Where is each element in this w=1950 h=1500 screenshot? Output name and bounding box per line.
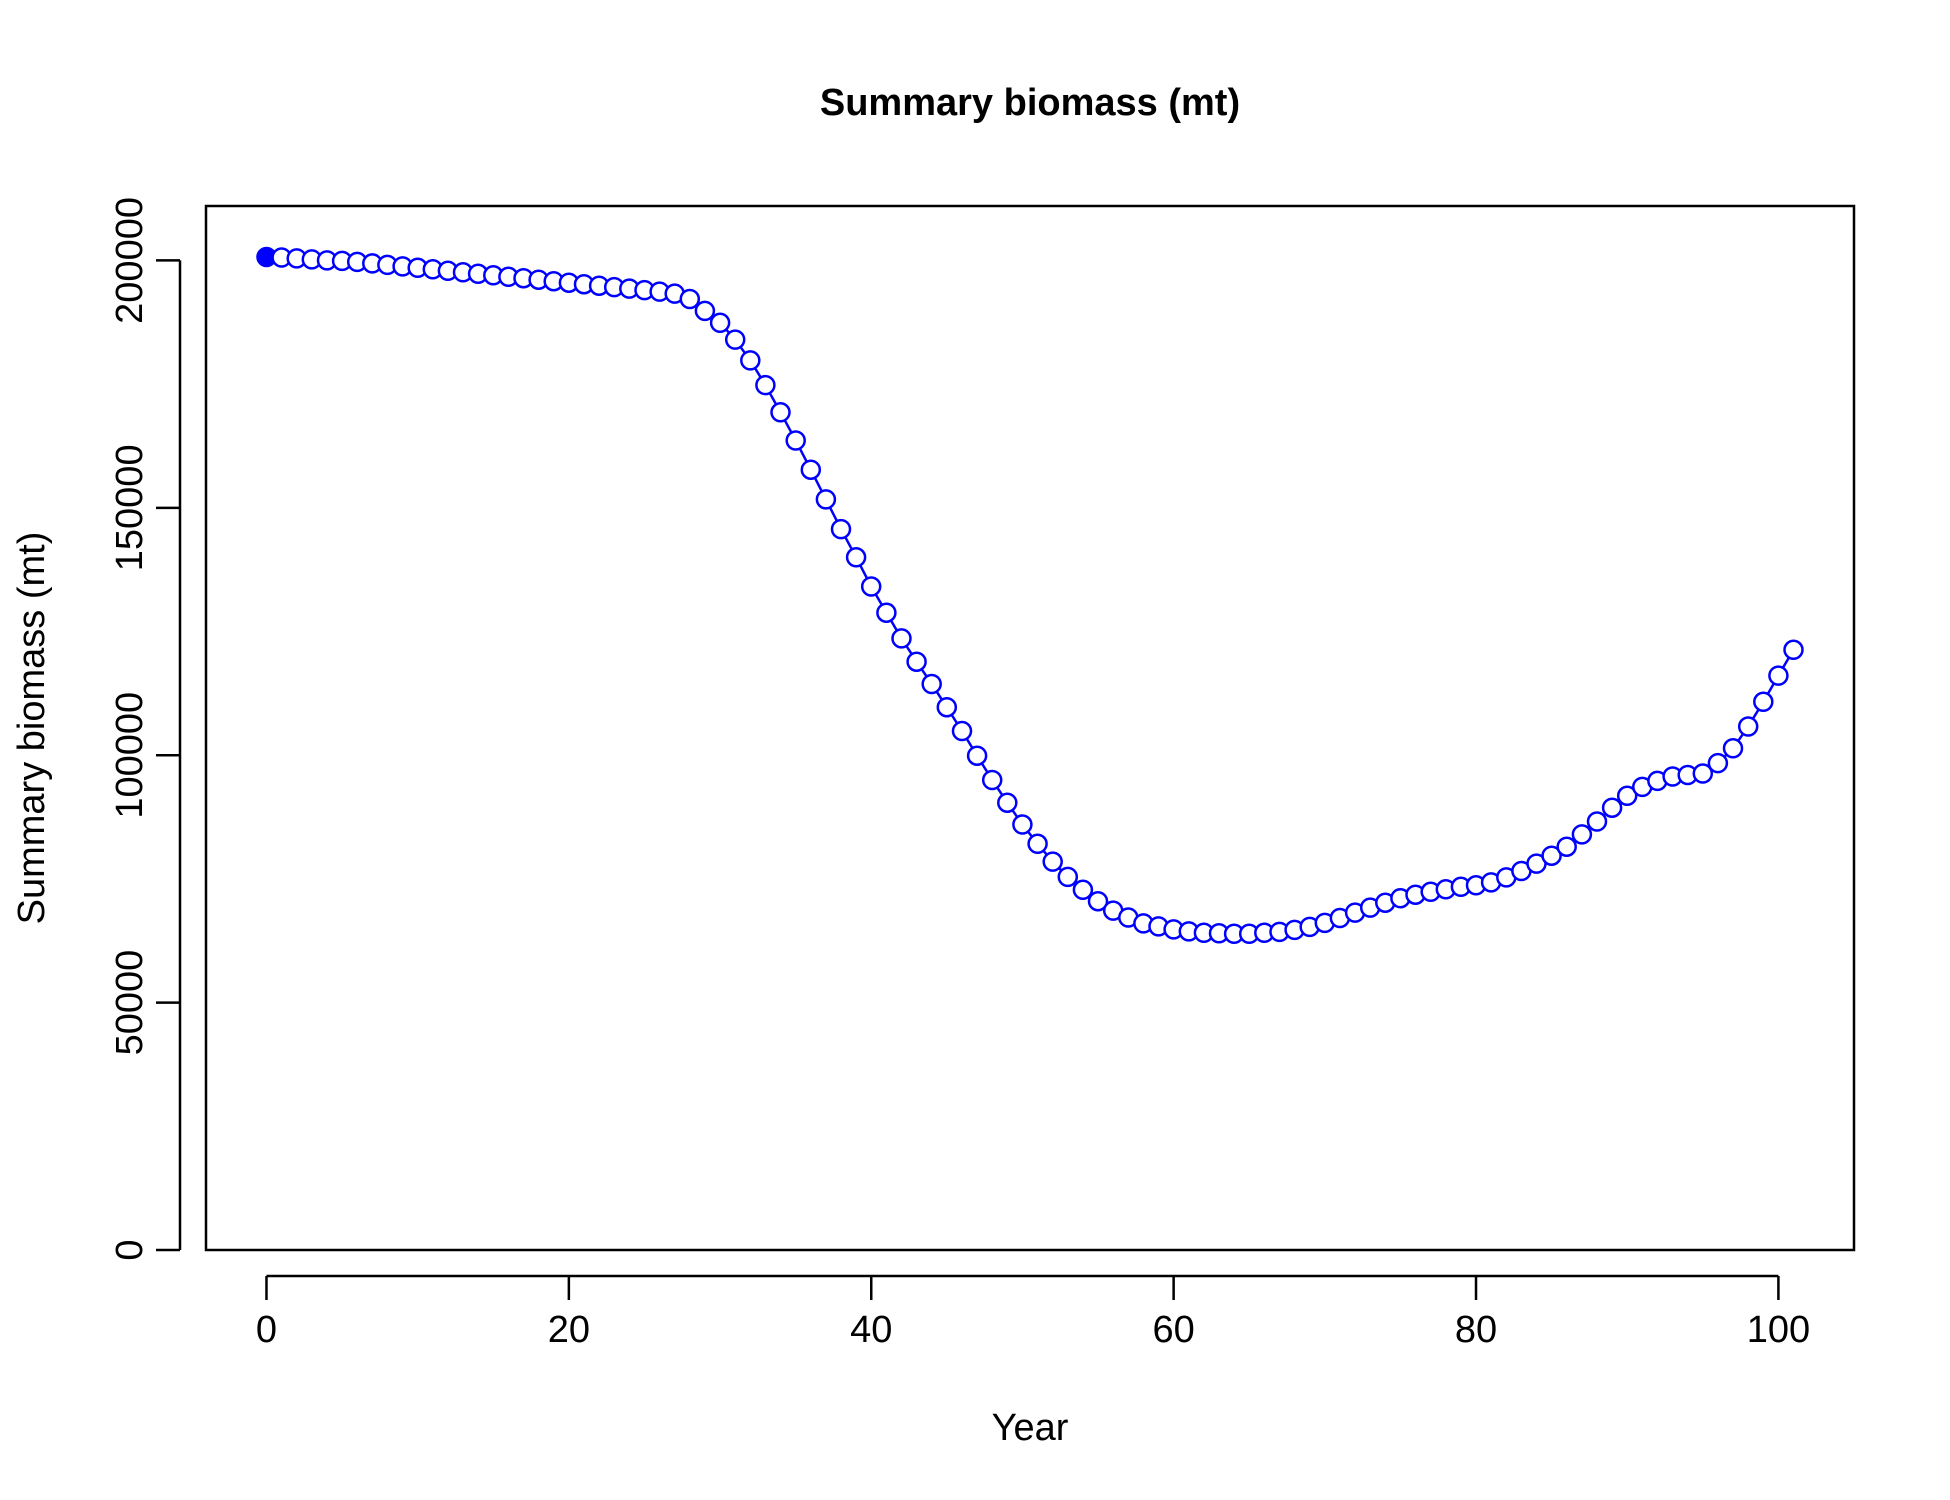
chart-title: Summary biomass (mt) (820, 82, 1240, 124)
data-point (1753, 691, 1774, 713)
data-point (1601, 797, 1623, 818)
data-point (1087, 890, 1109, 912)
x-tick-label: 100 (1747, 1309, 1810, 1351)
data-point (936, 696, 958, 718)
data-point (906, 651, 927, 672)
x-tick-label: 60 (1152, 1309, 1194, 1351)
data-point (815, 489, 837, 510)
data-point (1586, 811, 1608, 832)
data-point (891, 628, 912, 649)
data-point (1783, 639, 1804, 661)
data-point (1556, 836, 1577, 857)
data-point (1027, 833, 1048, 855)
data-point (1707, 752, 1729, 774)
data-point (1057, 866, 1079, 888)
data-point (724, 329, 746, 350)
y-axis-label: Summary biomass (mt) (11, 532, 53, 925)
data-point (876, 602, 897, 623)
data-point (785, 430, 806, 451)
x-axis: 0 20 40 60 80 100 (256, 1274, 1810, 1351)
y-tick-label: 200000 (109, 197, 151, 324)
data-point (951, 720, 973, 742)
x-tick-label: 80 (1455, 1309, 1497, 1351)
data-point (755, 374, 776, 396)
data-point (845, 547, 867, 568)
data-point (1768, 665, 1789, 686)
data-point (709, 312, 731, 334)
data-point (860, 576, 882, 597)
data-point (1616, 785, 1638, 807)
data-point (966, 745, 988, 766)
y-axis: 0 50000 100000 150000 200000 (109, 197, 182, 1261)
data-point (1072, 879, 1094, 901)
series-biomass (256, 246, 1804, 945)
y-tick-label: 150000 (109, 444, 151, 571)
data-point (1722, 738, 1744, 759)
data-point (800, 459, 822, 480)
data-point (830, 518, 852, 540)
data-point (1737, 716, 1759, 737)
data-point (981, 769, 1003, 791)
series-line (266, 255, 1795, 936)
data-point (1042, 851, 1063, 872)
data-point (1012, 814, 1033, 835)
x-axis-label: Year (992, 1407, 1069, 1449)
y-tick-label: 50000 (109, 950, 151, 1056)
data-point (679, 288, 701, 310)
data-point (740, 350, 761, 371)
data-point (921, 673, 942, 695)
y-tick-label: 100000 (109, 692, 151, 819)
x-tick-label: 0 (256, 1309, 277, 1351)
data-point (770, 402, 791, 423)
plot-frame (204, 204, 1856, 1252)
x-tick-label: 40 (850, 1309, 892, 1351)
x-tick-label: 20 (548, 1309, 590, 1351)
data-point (694, 300, 716, 322)
data-point (1571, 824, 1593, 845)
data-point (1541, 845, 1562, 866)
data-point (1692, 763, 1714, 784)
y-tick-label: 0 (109, 1239, 151, 1260)
data-point (997, 792, 1018, 813)
